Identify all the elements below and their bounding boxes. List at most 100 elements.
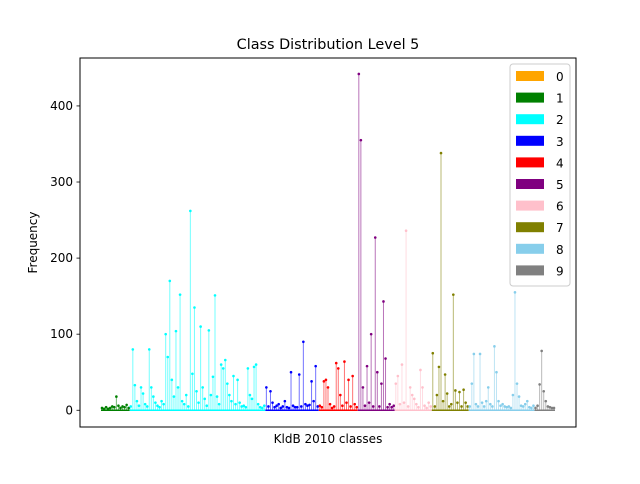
stem-marker [135,399,139,403]
stem-marker [402,401,406,404]
stem-marker [265,386,268,389]
legend-label: 1 [556,92,564,106]
stem-marker [517,395,521,398]
stem-marker [273,405,276,409]
stem-marker [445,392,449,395]
stem-marker [217,402,221,406]
stem-marker [314,364,317,368]
stem-marker [386,405,389,409]
stem-marker [523,402,527,406]
stem-marker [464,401,467,404]
plot-frame [79,57,577,428]
stem-marker [427,401,430,404]
stem-marker [373,236,377,239]
stem-marker [509,406,513,410]
stem-marker [240,405,244,408]
stem-marker [211,375,215,379]
stem-marker [417,405,420,409]
stem-marker [193,306,196,309]
stem-marker [361,386,365,389]
stem-marker [156,404,159,407]
stem-marker [443,373,447,376]
legend-swatch [516,71,544,81]
stem-marker [468,405,472,408]
stem-marker [176,386,180,389]
stem-marker [178,293,182,296]
stem-marker [423,404,426,407]
stem-marker [145,405,149,408]
legend-swatch [516,222,544,233]
stem-marker [295,405,299,409]
stem-marker [104,405,108,409]
stem-marker [507,405,511,408]
stem-marker [242,404,246,407]
stem-marker [199,325,202,328]
stem-marker [133,383,137,387]
stem-marker [458,390,461,394]
stem-marker [489,402,492,406]
chart-title: Class Distribution Level 5 [237,37,420,53]
legend-swatch [516,135,544,146]
stem-marker [324,378,328,382]
stem-marker [384,357,387,360]
stem-marker [248,393,252,397]
stem-marker [513,291,517,294]
stem-marker [215,395,219,398]
stem-marker [431,351,435,355]
stem-marker [166,355,170,359]
stem-marker [476,405,480,408]
stem-marker [172,395,176,398]
stem-marker [493,345,496,348]
legend-label: 4 [556,156,564,170]
stem-marker [330,406,334,410]
stem-marker [382,300,385,303]
legend-label: 7 [556,221,564,235]
stem-marker [439,151,443,155]
legend-label: 9 [556,264,564,278]
stem-marker [316,405,320,408]
legend-swatch [516,179,544,189]
stem-marker [174,329,178,333]
stem-marker [150,386,153,389]
stem-marker [392,404,396,407]
stem-marker [532,404,535,407]
stem-marker [308,403,311,407]
stem-marker [123,405,126,409]
stem-marker [486,386,490,389]
y-tick-label: 200 [50,251,73,265]
stem-marker [246,367,250,370]
stem-marker [256,402,260,406]
stem-marker [289,370,293,374]
stem-marker [275,404,278,407]
stem-marker [143,402,147,406]
stem-marker [400,363,404,366]
stem-marker [376,370,379,374]
legend-swatch [516,265,544,276]
stem-marker [433,405,437,408]
stem-marker [252,365,256,369]
legend-label: 5 [556,178,564,192]
stem-marker [137,404,141,407]
stem-marker [184,393,188,397]
legend-label: 6 [556,200,564,214]
stem-marker [454,389,457,392]
legend: 0 1 2 3 4 5 6 7 8 9 [509,63,571,287]
stem-marker [437,365,441,369]
stem-marker [170,378,174,382]
stem-marker [207,329,211,332]
stem-marker [380,382,383,385]
stem-marker [480,401,484,404]
stem-marker [363,404,367,407]
stem-marker [421,386,424,389]
y-tick-label: 300 [50,175,73,189]
stem-marker [408,386,412,389]
stem-marker [355,405,359,409]
stem-marker [332,405,336,408]
stem-marker [367,401,371,404]
stem-marker [347,378,350,382]
stem-marker [106,407,110,411]
stem-marker [121,405,124,408]
stem-marker [158,405,161,409]
stem-marker [271,401,274,404]
stem-marker [310,380,313,383]
